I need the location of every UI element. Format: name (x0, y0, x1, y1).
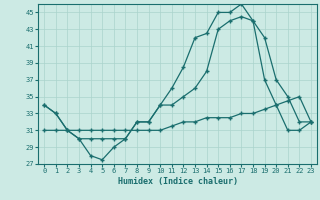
X-axis label: Humidex (Indice chaleur): Humidex (Indice chaleur) (118, 177, 238, 186)
